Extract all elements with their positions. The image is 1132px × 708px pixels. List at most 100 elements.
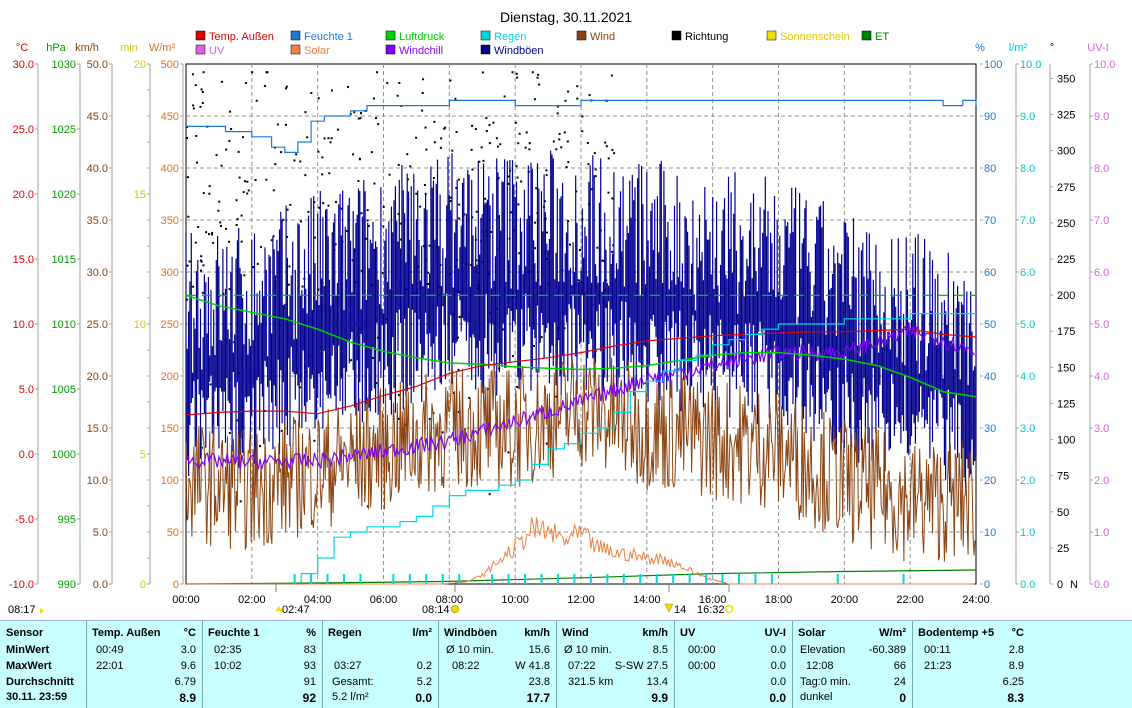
direction-dot [495, 137, 498, 140]
stat-col-wind: Wind km/h Ø 10 min. 8.5 07:22 S-SW 27.5 … [556, 621, 675, 708]
direction-dot [202, 264, 205, 267]
direction-dot [308, 355, 311, 358]
low-marker-icon [664, 603, 674, 613]
direction-dot [397, 213, 400, 216]
legend-swatch [480, 44, 491, 55]
direction-dot [470, 148, 473, 151]
right-axis-tick-label: 250 [1057, 218, 1075, 230]
direction-dot [581, 130, 584, 133]
direction-dot [611, 148, 614, 151]
stat-feuchte-min-time: 02:35 [214, 644, 242, 656]
left-axis-unit: hPa [46, 42, 66, 54]
direction-dot [353, 111, 356, 114]
x-tick-label: 08:00 [436, 594, 464, 606]
right-axis-tick-label: 6.0 [1094, 267, 1109, 279]
direction-dot [534, 247, 537, 250]
stat-windboeen-unit: km/h [524, 627, 550, 639]
direction-dot [458, 203, 461, 206]
direction-dot [492, 121, 495, 124]
direction-dot [237, 150, 240, 153]
stat-temp-max: 9.6 [180, 660, 196, 672]
direction-dot [567, 90, 570, 93]
direction-dot [358, 157, 361, 160]
right-axis-tick-label: 125 [1057, 398, 1075, 410]
direction-dot [449, 200, 452, 203]
direction-dot [509, 211, 512, 214]
direction-dot [375, 117, 378, 120]
direction-dot [373, 182, 376, 185]
direction-dot [556, 112, 559, 115]
direction-dot [310, 92, 313, 95]
left-axis-tick-label: 10.0 [87, 475, 108, 487]
direction-dot [587, 163, 590, 166]
direction-dot [421, 109, 424, 112]
direction-dot [607, 191, 610, 194]
direction-dot [228, 139, 231, 142]
right-axis-tick-label: 75 [1057, 471, 1069, 483]
sunset-icon [724, 604, 734, 614]
stat-regen-gesamt-label: Gesamt: [332, 676, 374, 688]
direction-dot [238, 176, 241, 179]
direction-dot [256, 262, 259, 265]
direction-dot [224, 227, 227, 230]
direction-dot [455, 186, 458, 189]
direction-dot [427, 271, 430, 274]
left-axis-tick-label: 5.0 [93, 527, 108, 539]
right-axis-tick-label: 10 [984, 527, 996, 539]
low-marker-label: 14 [674, 604, 686, 616]
right-axis-tick-label: 200 [1057, 290, 1075, 302]
stat-temp-unit: °C [183, 627, 196, 639]
marker-0247-label: 02:47 [282, 604, 310, 616]
stat-col-regen: Regen l/m² 03:27 0.2 Gesamt: 5.2 5.2 l/m… [322, 621, 439, 708]
stat-boden-current: 8.3 [1007, 691, 1024, 705]
direction-dot [336, 128, 339, 131]
right-axis-tick-label: 90 [984, 111, 996, 123]
x-tick-label: 10:00 [501, 594, 529, 606]
direction-dot [456, 336, 459, 339]
direction-dot [229, 110, 232, 113]
direction-dot [517, 142, 520, 145]
stat-solar-tag-label: Tag:0 min. [800, 676, 851, 688]
direction-dot [330, 137, 333, 140]
left-axis-unit: min [120, 42, 138, 54]
direction-dot [202, 71, 205, 74]
stat-regen-max-time: 03:27 [334, 660, 362, 672]
direction-dot [524, 146, 527, 149]
direction-dot [195, 134, 198, 137]
right-axis-tick-label: 5.0 [1094, 319, 1109, 331]
direction-dot [367, 225, 370, 228]
right-axis-tick-label: 50 [984, 319, 996, 331]
direction-dot [419, 205, 422, 208]
direction-dot [375, 382, 378, 385]
direction-dot [610, 74, 613, 77]
left-axis-tick-label: 250 [161, 319, 179, 331]
direction-dot [317, 97, 320, 100]
direction-dot [543, 200, 546, 203]
direction-dot [396, 94, 399, 97]
direction-dot [280, 151, 283, 154]
direction-dot [535, 187, 538, 190]
direction-dot [349, 359, 352, 362]
left-axis-tick-label: 5 [140, 449, 146, 461]
x-tick-label: 22:00 [896, 594, 924, 606]
direction-dot [566, 140, 569, 143]
right-axis-tick-label: 5.0 [1020, 319, 1035, 331]
direction-dot [288, 265, 291, 268]
direction-dot [205, 231, 208, 234]
stat-uv-min: 0.0 [770, 644, 786, 656]
right-axis-tick-label: 70 [984, 215, 996, 227]
stat-wind-max-time: 07:22 [568, 660, 596, 672]
direction-dot [240, 214, 243, 217]
direction-dot [576, 85, 579, 88]
legend-label: Richtung [685, 31, 728, 43]
direction-dot [475, 210, 478, 213]
direction-dot [313, 439, 316, 442]
direction-dot [605, 145, 608, 148]
direction-dot [242, 191, 245, 194]
series-et [185, 569, 977, 585]
direction-dot [191, 73, 194, 76]
direction-dot [243, 180, 246, 183]
stat-wind-unit: km/h [642, 627, 668, 639]
direction-dot [406, 153, 409, 156]
series-feuchte [186, 99, 977, 153]
